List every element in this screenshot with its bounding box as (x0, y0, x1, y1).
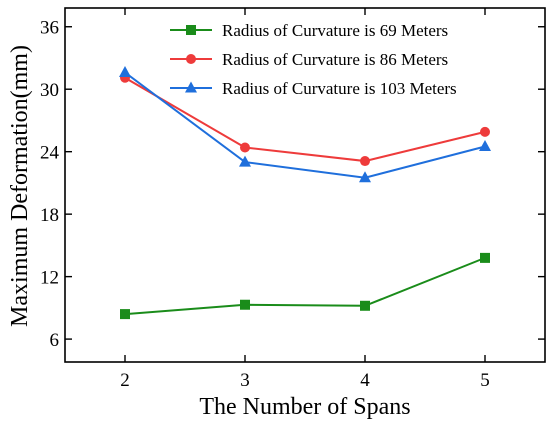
plot-frame (64, 7, 546, 363)
y-tick-label: 18 (40, 205, 59, 226)
data-point (479, 139, 491, 151)
data-point (480, 252, 490, 263)
series-line (124, 76, 486, 163)
legend-item: Radius of Curvature is 69 Meters (170, 21, 448, 40)
y-tick-label: 12 (40, 268, 59, 289)
series-2 (120, 72, 490, 167)
series-3 (119, 66, 491, 183)
x-tick-label: 5 (480, 370, 490, 391)
data-point (360, 300, 370, 311)
y-axis-title: Maximum Deformation(mm) (7, 45, 33, 327)
legend-marker (186, 54, 196, 64)
y-tick-label: 36 (40, 18, 59, 39)
y-axis: 6 12 18 24 30 36 (40, 18, 545, 351)
series-layer (119, 66, 491, 320)
legend-marker (185, 81, 197, 93)
legend-label: Radius of Curvature is 103 Meters (222, 79, 457, 98)
data-point (239, 155, 251, 167)
legend-marker (186, 25, 196, 35)
legend: Radius of Curvature is 69 Meters Radius o… (170, 21, 457, 98)
y-tick-label: 6 (50, 330, 60, 351)
data-point (240, 299, 250, 310)
legend-label: Radius of Curvature is 86 Meters (222, 50, 448, 69)
series-line (124, 256, 486, 316)
legend-label: Radius of Curvature is 69 Meters (222, 21, 448, 40)
x-tick-label: 2 (120, 370, 130, 391)
data-point (360, 156, 370, 167)
legend-item: Radius of Curvature is 86 Meters (170, 50, 448, 69)
data-point (120, 309, 130, 320)
data-point (119, 66, 131, 78)
series-line (124, 71, 486, 179)
x-tick-label: 4 (360, 370, 370, 391)
legend-item: Radius of Curvature is 103 Meters (170, 79, 457, 98)
y-tick-label: 30 (40, 80, 59, 101)
x-axis-title: The Number of Spans (199, 394, 410, 420)
data-point (240, 142, 250, 153)
y-tick-label: 24 (40, 143, 60, 164)
x-tick-label: 3 (240, 370, 250, 391)
data-point (480, 126, 490, 137)
data-point (359, 171, 371, 183)
x-axis: 2 3 4 5 (120, 8, 490, 391)
series-1 (120, 252, 490, 320)
